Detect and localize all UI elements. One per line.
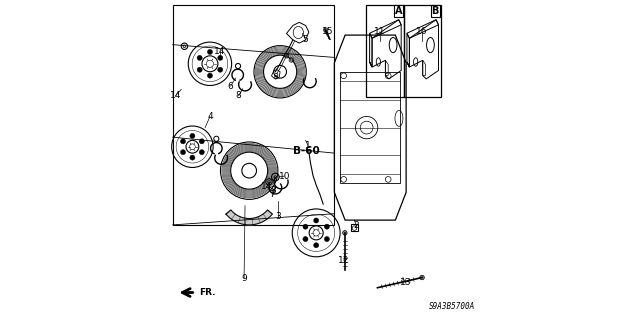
Text: 14: 14 — [261, 182, 273, 191]
Circle shape — [180, 150, 186, 155]
Text: 8: 8 — [236, 91, 241, 100]
Circle shape — [207, 73, 212, 78]
Text: S9A3B5700A: S9A3B5700A — [428, 302, 475, 311]
Circle shape — [285, 55, 288, 57]
Bar — [173, 5, 334, 225]
Circle shape — [199, 139, 204, 144]
Text: 13: 13 — [400, 278, 412, 287]
Bar — [404, 5, 440, 97]
Circle shape — [197, 67, 202, 72]
Text: 1: 1 — [305, 141, 311, 150]
Bar — [366, 5, 404, 97]
Text: 9: 9 — [241, 274, 247, 283]
Circle shape — [190, 155, 195, 160]
Text: B: B — [431, 6, 439, 16]
Circle shape — [342, 231, 347, 235]
Text: 5: 5 — [303, 35, 308, 44]
Text: A: A — [394, 6, 402, 16]
Circle shape — [180, 139, 186, 144]
Circle shape — [324, 224, 330, 229]
Circle shape — [290, 59, 292, 61]
Text: 14: 14 — [170, 91, 182, 100]
Circle shape — [314, 218, 319, 223]
Circle shape — [303, 224, 308, 229]
Circle shape — [420, 275, 424, 280]
Bar — [351, 224, 358, 231]
Text: 2: 2 — [353, 221, 359, 230]
Text: 15: 15 — [322, 27, 333, 36]
Text: B-60: B-60 — [293, 146, 320, 156]
Circle shape — [303, 236, 308, 241]
Text: FR.: FR. — [200, 288, 216, 297]
Circle shape — [218, 67, 223, 72]
Text: 16: 16 — [417, 27, 428, 36]
Text: 14: 14 — [214, 47, 225, 56]
Circle shape — [324, 236, 330, 241]
Circle shape — [323, 28, 328, 32]
Text: 8: 8 — [270, 186, 276, 195]
Text: 7: 7 — [269, 190, 275, 199]
Text: 4: 4 — [207, 112, 212, 121]
Circle shape — [218, 55, 223, 60]
Circle shape — [314, 243, 319, 248]
Circle shape — [190, 133, 195, 138]
Text: 12: 12 — [338, 256, 349, 265]
Circle shape — [199, 150, 204, 155]
Circle shape — [197, 55, 202, 60]
Circle shape — [207, 49, 212, 55]
Text: 10: 10 — [278, 172, 290, 181]
Text: 11: 11 — [374, 27, 386, 36]
Text: 6: 6 — [228, 82, 234, 91]
Text: 3: 3 — [275, 212, 281, 221]
Polygon shape — [226, 210, 273, 225]
